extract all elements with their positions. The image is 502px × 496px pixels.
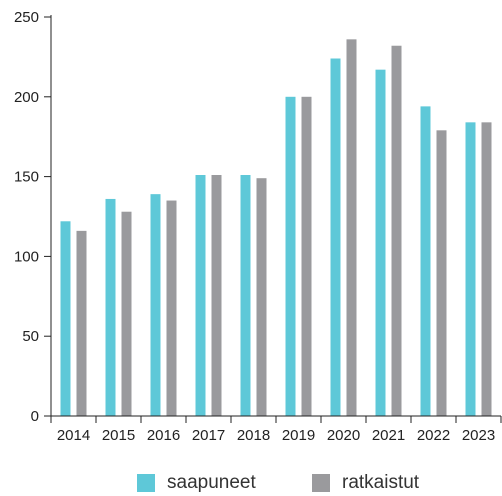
y-tick-label: 50 xyxy=(22,328,39,345)
bar-saapuneet-2022 xyxy=(420,106,431,416)
bar-saapuneet-2023 xyxy=(465,122,476,416)
bar-saapuneet-2021 xyxy=(375,69,386,416)
y-tick-label: 200 xyxy=(14,89,39,106)
bar-ratkaistut-2023 xyxy=(481,122,492,416)
legend-swatch-saapuneet xyxy=(137,474,155,492)
x-tick-label: 2016 xyxy=(147,427,180,444)
x-tick-label: 2020 xyxy=(327,427,360,444)
x-tick-label: 2017 xyxy=(192,427,225,444)
legend-item-ratkaistut: ratkaistut xyxy=(312,470,419,496)
y-tick-label: 150 xyxy=(14,169,39,186)
y-tick-label: 250 xyxy=(14,9,39,26)
bar-ratkaistut-2020 xyxy=(346,39,357,417)
bar-saapuneet-2020 xyxy=(330,58,341,416)
legend-item-saapuneet: saapuneet xyxy=(137,470,256,496)
bar-ratkaistut-2014 xyxy=(76,230,87,416)
bar-saapuneet-2017 xyxy=(195,175,206,416)
legend: saapuneet ratkaistut xyxy=(0,470,502,496)
x-tick-label: 2021 xyxy=(372,427,405,444)
x-tick-label: 2023 xyxy=(462,427,495,444)
bar-ratkaistut-2022 xyxy=(436,130,447,417)
bar-saapuneet-2019 xyxy=(285,96,296,417)
x-tick-label: 2018 xyxy=(237,427,270,444)
bar-ratkaistut-2018 xyxy=(256,178,267,416)
x-tick-label: 2015 xyxy=(102,427,135,444)
x-tick-label: 2022 xyxy=(417,427,450,444)
x-tick-label: 2019 xyxy=(282,427,315,444)
y-tick-label: 0 xyxy=(31,408,39,425)
legend-label-ratkaistut: ratkaistut xyxy=(342,472,420,493)
bar-ratkaistut-2016 xyxy=(166,200,177,416)
bars xyxy=(60,39,492,417)
bar-ratkaistut-2017 xyxy=(211,175,222,416)
x-axis: 2014 2015 2016 2017 2018 2019 2020 2021 2022 2023 xyxy=(50,415,502,444)
bar-ratkaistut-2021 xyxy=(391,45,402,417)
legend-swatch-ratkaistut xyxy=(312,474,330,492)
bar-ratkaistut-2015 xyxy=(121,211,132,416)
bar-ratkaistut-2019 xyxy=(301,96,312,417)
bar-saapuneet-2016 xyxy=(150,194,161,416)
bar-saapuneet-2014 xyxy=(60,221,71,416)
bar-saapuneet-2018 xyxy=(240,175,251,416)
y-tick-label: 100 xyxy=(14,248,39,265)
y-axis: 0 50 100 150 200 250 xyxy=(14,9,52,425)
legend-label-saapuneet: saapuneet xyxy=(167,472,256,493)
bar-saapuneet-2015 xyxy=(105,198,116,416)
x-tick-label: 2014 xyxy=(57,427,90,444)
